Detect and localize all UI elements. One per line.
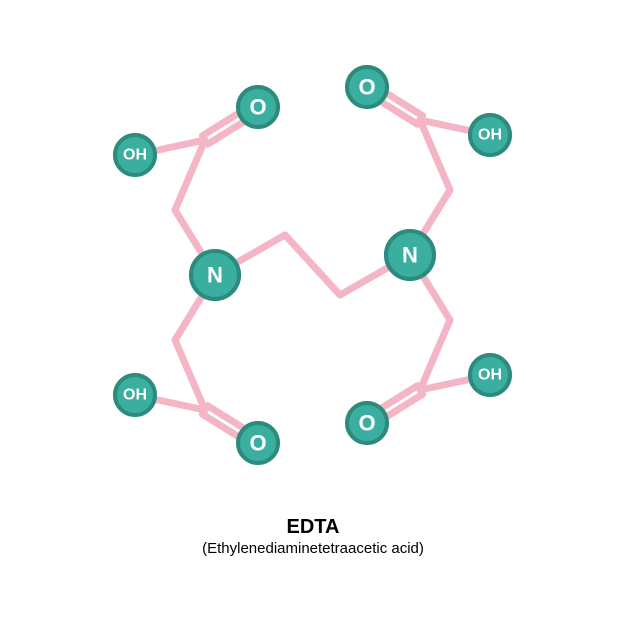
- bonds-group: [135, 83, 490, 447]
- atom-label: O: [249, 431, 266, 456]
- bond-single: [175, 340, 205, 410]
- atom-label: OH: [123, 387, 147, 404]
- bond-single: [285, 235, 340, 295]
- atom-N1: N: [189, 249, 241, 301]
- atom-TR_O: O: [345, 65, 389, 109]
- atom-TR_OH: OH: [468, 113, 512, 157]
- atom-label: OH: [123, 147, 147, 164]
- atom-label: O: [249, 95, 266, 120]
- atom-BL_O: O: [236, 421, 280, 465]
- molecule-diagram: N N OH O O OH OH O O OH: [0, 0, 626, 500]
- atom-label: O: [358, 75, 375, 100]
- bond-single: [420, 120, 450, 190]
- atom-label: O: [358, 411, 375, 436]
- bond-single: [175, 140, 205, 210]
- atom-BL_OH: OH: [113, 373, 157, 417]
- compound-subtitle: (Ethylenediaminetetraacetic acid): [0, 540, 626, 557]
- bond-single: [420, 320, 450, 390]
- atom-TL_O: O: [236, 85, 280, 129]
- atom-BR_O: O: [345, 401, 389, 445]
- atom-label: N: [402, 243, 418, 268]
- atom-label: OH: [478, 127, 502, 144]
- compound-title: EDTA: [0, 516, 626, 539]
- atom-N2: N: [384, 229, 436, 281]
- atom-label: OH: [478, 367, 502, 384]
- atom-BR_OH: OH: [468, 353, 512, 397]
- atom-label: N: [207, 263, 223, 288]
- atom-TL_OH: OH: [113, 133, 157, 177]
